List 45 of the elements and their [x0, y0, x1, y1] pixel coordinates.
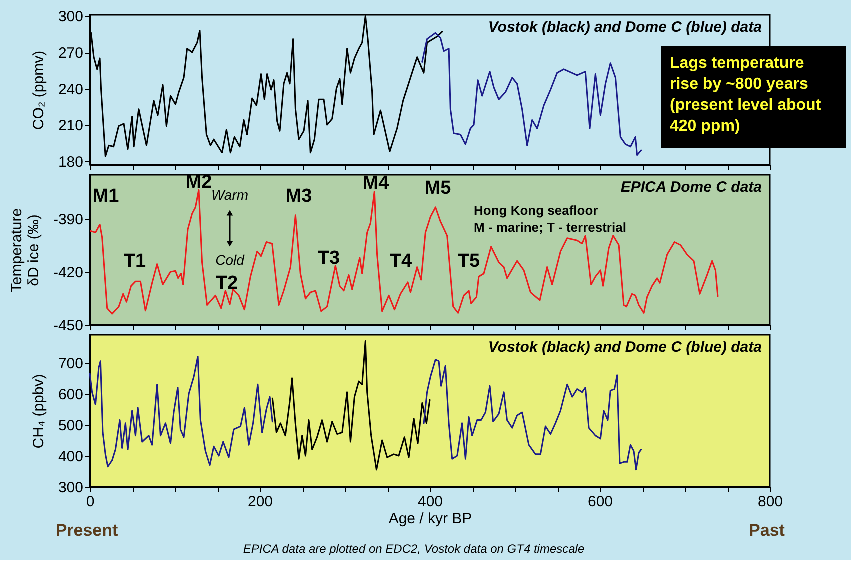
chart-title: EPICA Dome C data: [620, 179, 762, 196]
annotation: Lags temperature rise by ~800 years (present level about 420 ppm): [670, 55, 822, 135]
y-tick-label: 300: [58, 8, 84, 26]
y-tick-label: 400: [58, 448, 84, 466]
y-tick-label: 210: [58, 118, 84, 135]
text: Present: [56, 521, 119, 540]
y-tick-label: -420: [53, 264, 84, 282]
y-tick-label: 700: [58, 355, 84, 372]
y-axis-title: CH₄ (ppbv): [30, 374, 48, 449]
line-series: [272, 340, 431, 471]
x-tick-label: 200: [248, 494, 274, 510]
y-tick-label: 600: [58, 386, 84, 404]
x-axis-title: Age / kyr BP: [388, 510, 472, 528]
chart-title: Vostok (black) and Dome C (blue) data: [488, 339, 762, 356]
y-tick-label: 270: [58, 45, 84, 62]
annotation: T2: [216, 273, 238, 294]
annotation: M3: [286, 186, 312, 207]
x-tick-label: 800: [758, 494, 784, 510]
annotation: M2: [186, 172, 212, 193]
y-tick-label: -390: [53, 212, 84, 229]
annotation: Warm: [211, 187, 249, 203]
x-tick-label: 600: [588, 494, 614, 510]
y-tick-label: -450: [53, 318, 84, 334]
y-axis-title: CO₂ (ppmv): [30, 50, 48, 130]
annotation: T5: [458, 251, 481, 272]
annotation: T4: [390, 251, 413, 272]
annotation: T3: [318, 248, 340, 269]
y-axis-title: Temperature δD ice (‰): [8, 208, 42, 293]
line-series: [423, 359, 642, 471]
line-series: [89, 356, 274, 468]
annotation: M1: [92, 186, 120, 207]
x-tick-label: 0: [86, 494, 95, 510]
y-tick-label: 240: [58, 81, 84, 98]
text: Past: [749, 521, 786, 540]
chart-title: Vostok (black) and Dome C (blue) data: [488, 19, 762, 36]
annotation: T1: [124, 251, 147, 272]
x-tick-label: 400: [418, 494, 444, 510]
text: EPICA data are plotted on EDC2, Vostok data on GT4 timescale: [243, 542, 585, 556]
annotation: M5: [424, 178, 452, 199]
annotation: M4: [362, 173, 390, 194]
annotation: Cold: [216, 252, 246, 268]
y-tick-label: 500: [58, 417, 84, 434]
annotation: Hong Kong seafloor M - marine; T - terrestrial: [474, 203, 626, 235]
y-tick-label: 300: [58, 480, 84, 496]
y-tick-label: 180: [58, 154, 84, 171]
